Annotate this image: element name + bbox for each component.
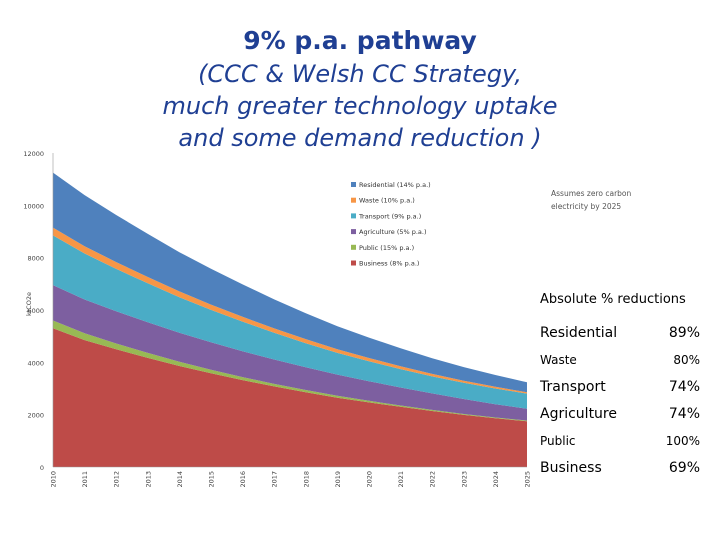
title-line-4: and some demand reduction ) (178, 124, 542, 152)
title-line-3: much greater technology uptake (162, 92, 558, 120)
reduction-sector: Business (540, 459, 602, 476)
reduction-percent: 69% (668, 459, 700, 476)
x-tick-label: 2020 (366, 471, 374, 488)
reduction-sector: Waste (540, 352, 577, 367)
legend-label: Transport (9% p.a.) (358, 212, 421, 220)
y-tick-label: 4000 (27, 359, 44, 367)
reductions-header: Absolute % reductions (540, 292, 686, 307)
reduction-sector: Residential (540, 324, 618, 341)
reduction-row: Residential 89% (540, 319, 700, 346)
legend-swatch (351, 197, 356, 203)
x-tick-label: 2010 (50, 471, 58, 488)
x-tick-label: 2016 (239, 471, 247, 488)
x-axis: 2010 2011 2012 2013 2014 2015 2016 2017 2018 2019… (50, 466, 532, 488)
legend-label: Waste (10% p.a.) (359, 197, 415, 205)
legend-label: Business (8% p.a.) (359, 260, 419, 268)
x-tick-label: 2023 (460, 471, 468, 488)
reduction-sector: Public (540, 433, 576, 448)
reduction-percent: 74% (668, 405, 700, 422)
reduction-row: Public 100% (540, 427, 700, 454)
reduction-sector: Agriculture (540, 405, 617, 422)
legend-label: Agriculture (5% p.a.) (359, 228, 427, 236)
x-tick-label: 2019 (334, 471, 342, 488)
x-tick-label: 2025 (524, 471, 532, 488)
y-tick-label: 0 (40, 464, 44, 472)
reduction-row: Waste 80% (540, 346, 700, 373)
chart-title: 9% p.a. pathway (CCC & Welsh CC Strategy… (100, 24, 620, 154)
x-tick-label: 2013 (144, 471, 152, 488)
y-axis: 0 2000 4000 6000 8000 10000 12000 ktCO2e (23, 150, 54, 472)
reductions-table: Absolute % reductions Residential 89% Wast… (540, 292, 700, 481)
y-tick-label: 8000 (27, 255, 44, 263)
reduction-percent: 89% (668, 324, 700, 341)
series-area-3 (53, 235, 527, 409)
chart-note-line-2: electricity by 2025 (551, 202, 621, 211)
x-tick-label: 2022 (429, 471, 437, 488)
title-line-1: 9% p.a. pathway (243, 26, 477, 55)
x-tick-label: 2011 (81, 471, 89, 488)
chart-legend: Residential (14% p.a.) Waste (10% p.a.) Tr… (351, 181, 431, 268)
reduction-row: Business 69% (540, 454, 700, 481)
chart-note: Assumes zero carbon (551, 189, 632, 198)
legend-swatch (351, 213, 356, 219)
x-tick-label: 2017 (271, 471, 279, 488)
title-line-2: (CCC & Welsh CC Strategy, (198, 60, 522, 88)
reduction-percent: 80% (673, 352, 700, 367)
reductions-rows: Residential 89% Waste 80% Transport 74% Agricu… (540, 319, 700, 481)
legend-swatch (351, 229, 356, 235)
y-tick-label: 10000 (23, 202, 44, 210)
x-tick-label: 2012 (113, 471, 121, 488)
y-tick-label: 12000 (23, 150, 44, 158)
legend-swatch (351, 182, 356, 187)
x-tick-label: 2015 (208, 471, 216, 488)
chart-areas (53, 172, 527, 467)
series-area-2 (53, 285, 527, 421)
x-tick-label: 2018 (302, 471, 310, 488)
x-tick-label: 2021 (397, 471, 405, 488)
legend-swatch (351, 244, 356, 250)
reduction-percent: 100% (665, 433, 700, 448)
legend-label: Residential (14% p.a.) (359, 181, 431, 189)
x-tick-label: 2024 (492, 471, 500, 488)
legend-label: Public (15% p.a.) (359, 244, 414, 252)
reduction-row: Transport 74% (540, 373, 700, 400)
y-tick-label: 2000 (27, 412, 44, 420)
y-tick-label: 6000 (27, 307, 44, 315)
reduction-sector: Transport (540, 378, 606, 395)
series-area-0 (53, 328, 527, 467)
legend-swatch (351, 260, 356, 266)
reduction-percent: 74% (668, 378, 700, 395)
x-tick-label: 2014 (176, 471, 184, 488)
reduction-row: Agriculture 74% (540, 400, 700, 427)
y-axis-title: ktCO2e (25, 292, 33, 316)
